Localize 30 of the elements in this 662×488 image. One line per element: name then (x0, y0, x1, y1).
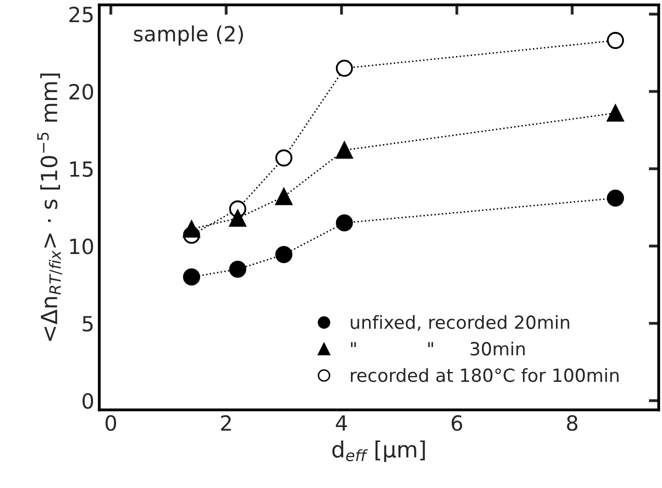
y-tick-label: 25 (69, 6, 93, 22)
point (336, 60, 353, 77)
text: sample (2) (134, 26, 243, 46)
point (183, 220, 200, 238)
point (336, 214, 353, 232)
y-tick-label: 0 (82, 393, 94, 409)
point (336, 142, 353, 159)
legend-label: recorded at 180°C for 100min (350, 368, 619, 382)
x-axis-title: d$_{eff}$ [μm] (332, 440, 425, 462)
x-tick-label: 8 (566, 415, 578, 431)
y-tick-label: 5 (82, 316, 93, 332)
legend-label: " " 30min (351, 342, 525, 356)
y-tick-label: 20 (69, 84, 94, 100)
point (606, 190, 624, 207)
point (606, 32, 624, 49)
point (183, 268, 200, 286)
point (275, 149, 292, 166)
point (606, 104, 624, 122)
point (275, 188, 292, 206)
x-tick-label: 4 (336, 415, 347, 431)
point (229, 210, 246, 227)
x-tick-label: 2 (221, 415, 231, 431)
x-tick-label: 0 (106, 415, 116, 431)
point (229, 260, 246, 278)
point (275, 246, 292, 264)
x-tick-label: 6 (452, 415, 462, 431)
legend-label: unfixed, recorded 20min (350, 315, 570, 331)
y-tick-label: 10 (70, 238, 94, 254)
y-tick-label: 15 (70, 161, 93, 177)
y-axis-title: <Δn$_{RT/fix}$> · s [10$^{−5}$ mm] (37, 74, 62, 341)
